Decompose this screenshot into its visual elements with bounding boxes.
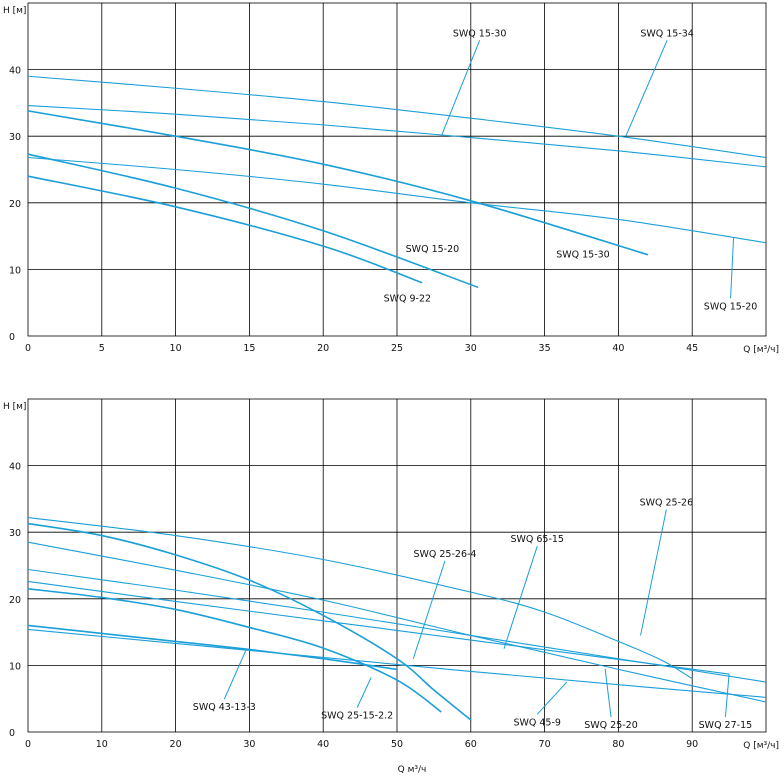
series-line — [27, 110, 649, 256]
label-leader-line — [440, 40, 481, 137]
series-label: SWQ 15-30 — [453, 28, 507, 39]
x-tick-label: 30 — [243, 739, 255, 750]
x-tick-label: 0 — [25, 739, 31, 750]
series-line — [27, 522, 472, 721]
x-tick-label: 90 — [686, 739, 698, 750]
series-label: SWQ 15-34 — [640, 28, 694, 39]
series-label: SWQ 45-9 — [513, 717, 560, 728]
series-label: SWQ 27-15 — [699, 720, 753, 731]
chart-bottom: 0 10 20 30 40 50 60 70 80 90 0 10 20 30 40 H [м] Q [м³/ч… — [3, 398, 779, 775]
x-tick-label: 20 — [170, 739, 182, 750]
series-label: SWQ 25-20 — [584, 720, 638, 731]
y-tick-label: 10 — [9, 661, 21, 672]
series-label: SWQ 25-26-4 — [413, 549, 476, 560]
series-label: SWQ 15-30 — [556, 249, 610, 260]
x-tick-label: 80 — [612, 739, 624, 750]
y-tick-label: 30 — [9, 528, 21, 539]
x-axis-label: Q [м³/ч] — [743, 345, 779, 355]
label-leader-line — [640, 509, 667, 636]
series-line — [27, 156, 767, 244]
x-tick-label: 45 — [686, 343, 698, 354]
label-leader-line — [625, 40, 668, 137]
y-tick-label: 20 — [9, 595, 21, 606]
series-label: SWQ 25-15-2.2 — [321, 711, 393, 722]
series-line — [27, 624, 398, 671]
series-label: SWQ 65-15 — [510, 534, 564, 545]
chart-top: 0 5 10 15 20 25 30 35 40 45 0 10 20 30 40 H [м] Q [м³/ч]… — [3, 2, 779, 355]
series-line — [27, 517, 693, 680]
x-tick-label: 50 — [391, 739, 403, 750]
x-tick-label: 20 — [317, 343, 329, 354]
series-line — [27, 628, 767, 698]
label-leader-line — [536, 681, 568, 715]
x-axis-label: Q [м³/ч] — [743, 741, 779, 751]
series-line — [27, 588, 442, 713]
label-leader-line — [604, 668, 612, 718]
y-tick-label: 0 — [9, 728, 15, 739]
x-tick-label: 35 — [539, 343, 551, 354]
label-leader-line — [412, 560, 446, 659]
label-leader-line — [724, 674, 730, 718]
y-tick-label: 0 — [9, 332, 15, 343]
x-tick-label: 0 — [25, 343, 31, 354]
x-tick-label: 30 — [465, 343, 477, 354]
y-tick-label: 10 — [9, 265, 21, 276]
series-line — [27, 153, 479, 289]
series-label: SWQ 25-26 — [640, 498, 694, 509]
y-axis-label: H [м] — [3, 6, 26, 16]
x-tick-label: 10 — [170, 343, 182, 354]
x-tick-label: 70 — [539, 739, 551, 750]
series-line — [27, 580, 730, 675]
x-axis-bottom-label: Q м³/ч — [398, 765, 427, 775]
series-line — [27, 75, 767, 159]
series-label: SWQ 15-20 — [704, 301, 758, 312]
series-label: SWQ 15-20 — [406, 244, 460, 255]
series-line — [27, 175, 423, 284]
x-tick-label: 15 — [243, 343, 255, 354]
series-line — [27, 541, 767, 703]
y-tick-label: 40 — [9, 462, 21, 473]
series-label: SWQ 43-13-3 — [193, 702, 256, 713]
x-tick-label: 25 — [391, 343, 403, 354]
y-tick-label: 30 — [9, 132, 21, 143]
y-axis-label: H [м] — [3, 402, 26, 412]
label-leader-line — [223, 650, 247, 700]
x-tick-label: 40 — [612, 343, 624, 354]
x-tick-label: 10 — [96, 739, 108, 750]
y-tick-label: 20 — [9, 199, 21, 210]
x-tick-label: 60 — [465, 739, 477, 750]
label-leader-line — [356, 677, 372, 708]
x-tick-label: 5 — [99, 343, 105, 354]
label-leader-line — [503, 546, 538, 649]
series-label: SWQ 9-22 — [384, 293, 431, 304]
label-leader-line — [730, 238, 735, 299]
y-tick-label: 40 — [9, 66, 21, 77]
series-line — [27, 105, 767, 168]
x-tick-label: 40 — [317, 739, 329, 750]
